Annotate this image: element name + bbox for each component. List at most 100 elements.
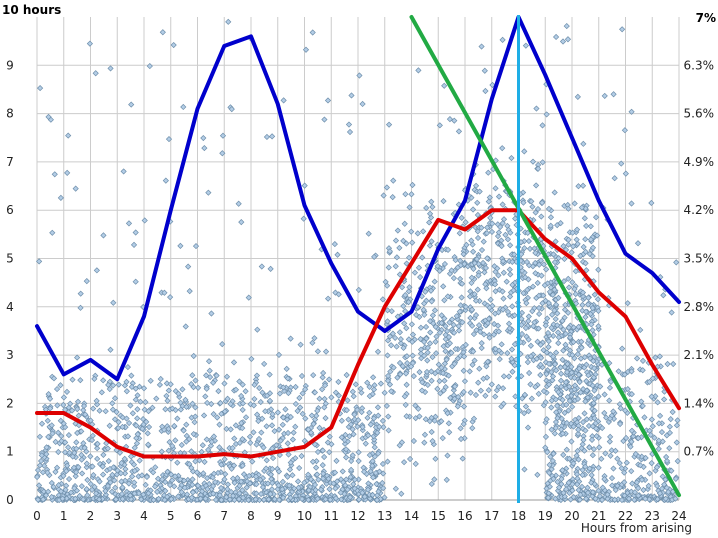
scatter-point	[246, 472, 253, 480]
scatter-point	[384, 282, 391, 289]
scatter-point	[655, 420, 663, 427]
scatter-point	[250, 429, 257, 436]
scatter-point	[43, 451, 50, 458]
scatter-point	[483, 363, 490, 370]
scatter-point	[563, 419, 570, 427]
scatter-point	[128, 101, 135, 108]
y-tick-label: 9	[6, 58, 14, 72]
scatter-point	[287, 494, 294, 501]
scatter-point	[462, 341, 469, 348]
scatter-point	[239, 381, 246, 388]
scatter-point	[188, 464, 195, 471]
scatter-point	[44, 417, 51, 424]
scatter-point	[324, 97, 332, 104]
scatter-point	[321, 395, 328, 403]
scatter-point	[546, 469, 553, 476]
scatter-point	[540, 261, 547, 268]
scatter-point	[451, 395, 458, 402]
scatter-point	[455, 393, 462, 401]
scatter-point	[292, 423, 299, 430]
scatter-point	[628, 468, 635, 475]
scatter-point	[78, 428, 85, 435]
scatter-point	[666, 423, 673, 430]
scatter-point	[361, 493, 368, 500]
scatter-point	[622, 407, 629, 414]
scatter-point	[116, 449, 124, 456]
scatter-point	[397, 336, 404, 343]
scatter-point	[565, 236, 572, 243]
scatter-point	[266, 371, 273, 378]
scatter-point	[637, 326, 644, 334]
scatter-point	[309, 29, 316, 36]
scatter-point	[543, 485, 550, 492]
scatter-point	[441, 360, 449, 367]
scatter-point	[211, 437, 218, 444]
scatter-point	[250, 402, 257, 409]
scatter-point	[601, 92, 608, 100]
scatter-point	[132, 278, 139, 285]
scatter-point	[589, 452, 596, 459]
scatter-point	[576, 496, 583, 503]
scatter-point	[579, 441, 586, 448]
scatter-point	[655, 445, 662, 452]
scatter-point	[583, 495, 590, 502]
scatter-point	[417, 335, 424, 343]
scatter-point	[55, 482, 62, 489]
scatter-point	[401, 220, 408, 227]
scatter-point	[545, 343, 552, 351]
y-tick-label: 8	[6, 107, 14, 121]
scatter-point	[469, 241, 476, 248]
scatter-point	[569, 403, 576, 410]
scatter-point	[641, 414, 648, 421]
scatter-point	[428, 368, 435, 375]
scatter-point	[410, 437, 417, 445]
scatter-point	[543, 370, 550, 378]
scatter-point	[348, 457, 355, 465]
scatter-point	[130, 461, 138, 468]
scatter-point	[646, 378, 653, 385]
scatter-point	[656, 412, 664, 419]
scatter-point	[94, 440, 101, 447]
scatter-point	[589, 305, 596, 312]
scatter-point	[371, 453, 378, 460]
scatter-point	[551, 286, 558, 293]
scatter-point	[188, 494, 195, 501]
scatter-point	[595, 307, 602, 315]
scatter-point	[227, 426, 234, 433]
scatter-point	[131, 482, 138, 490]
scatter-point	[343, 446, 350, 453]
scatter-point	[484, 358, 491, 365]
scatter-point	[246, 433, 254, 440]
scatter-point	[133, 434, 140, 442]
scatter-point	[569, 487, 576, 494]
scatter-point	[664, 360, 671, 368]
scatter-point	[405, 288, 412, 295]
scatter-point	[611, 175, 618, 182]
scatter-point	[36, 462, 44, 469]
scatter-point	[249, 458, 256, 465]
scatter-point	[305, 471, 312, 478]
scatter-point	[523, 300, 530, 307]
scatter-point	[443, 476, 450, 483]
scatter-point	[297, 404, 304, 411]
scatter-point	[621, 492, 628, 499]
x-axis-ticks: 0 1 2 3 4 5 6 7 8 9 10 11 12 13 14 15 16 17 18 19 20 21 22 23 24	[33, 509, 686, 523]
scatter-point	[485, 198, 492, 205]
scatter-point	[552, 495, 559, 502]
scatter-point	[461, 378, 469, 385]
scatter-point	[511, 312, 518, 319]
scatter-point	[191, 419, 198, 426]
scatter-point	[154, 475, 162, 482]
scatter-point	[635, 485, 642, 492]
scatter-point	[224, 395, 231, 402]
scatter-point	[115, 419, 122, 426]
scatter-point	[654, 496, 661, 503]
scatter-point	[494, 233, 502, 240]
scatter-point	[492, 185, 499, 192]
scatter-point	[412, 402, 419, 409]
scatter-point	[648, 416, 655, 423]
scatter-point	[468, 274, 475, 281]
scatter-point	[150, 496, 157, 504]
scatter-point	[203, 372, 210, 379]
scatter-point	[582, 427, 589, 434]
